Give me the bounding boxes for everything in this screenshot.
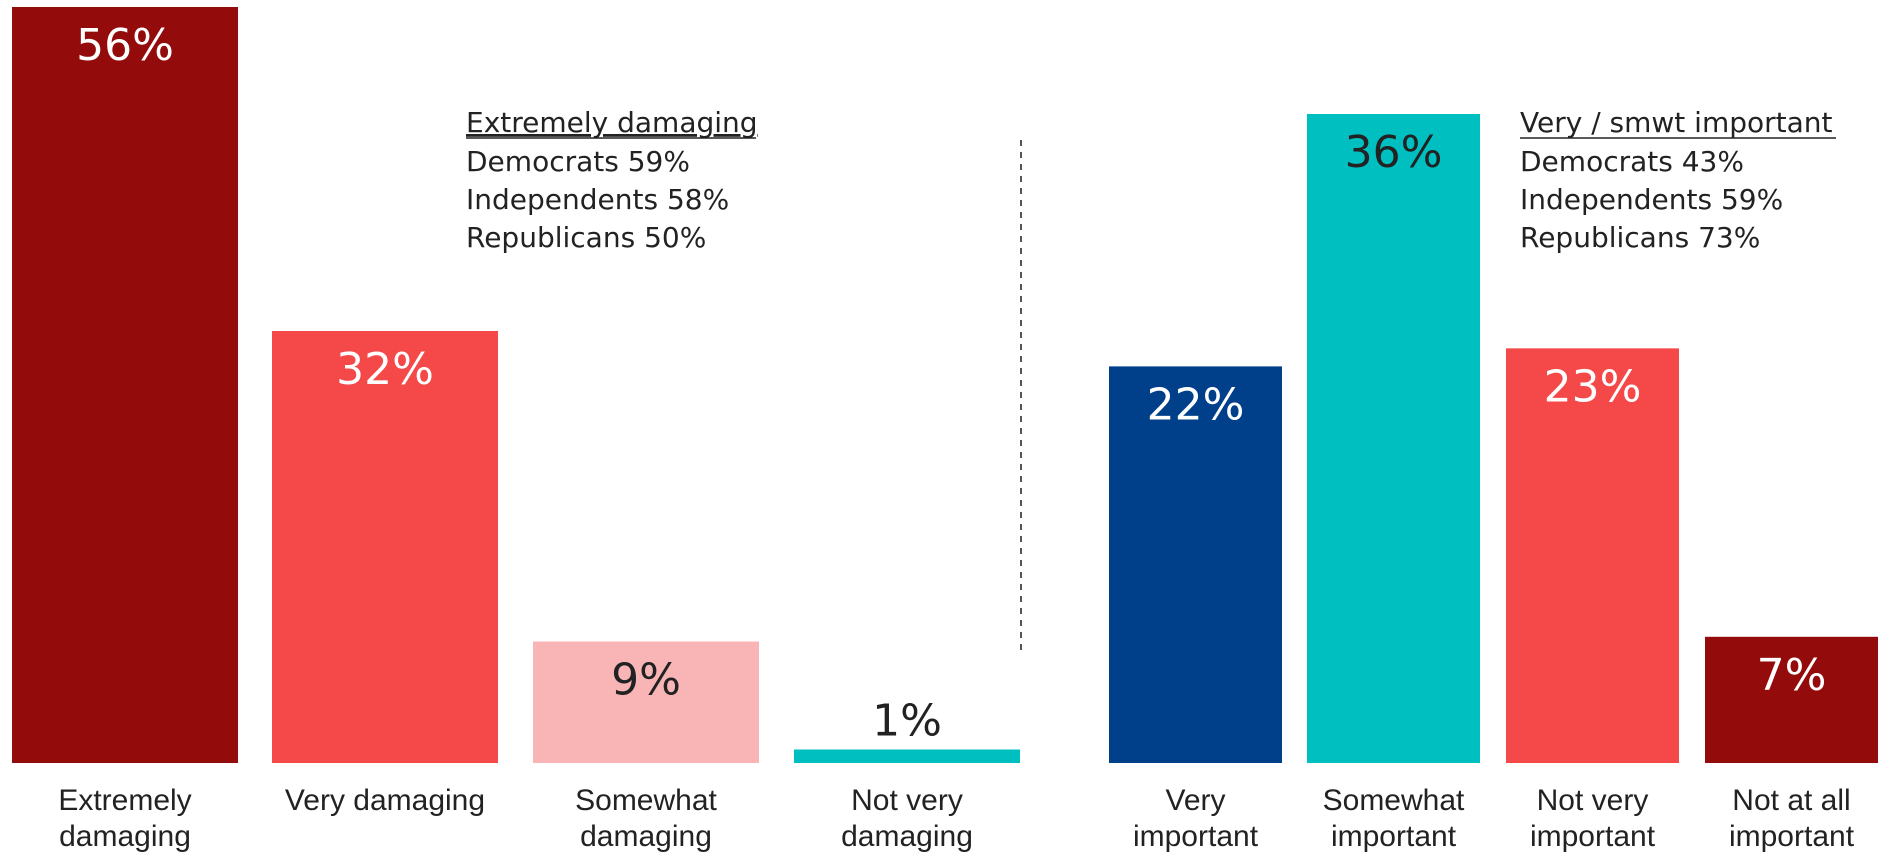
category-label-not-very-damaging: Not very damaging bbox=[841, 784, 973, 853]
labels-layer: 56% Extremely damaging 32% Very damaging 9% So… bbox=[58, 20, 1854, 853]
category-label-not-very-important: Not very important bbox=[1530, 784, 1656, 853]
annotation-important-heading: Very / smwt important bbox=[1520, 106, 1833, 139]
bar-somewhat-damaging bbox=[533, 641, 759, 763]
category-label-not-at-all-important: Not at all important bbox=[1729, 784, 1855, 853]
category-label-somewhat-important: Somewhat important bbox=[1323, 784, 1465, 853]
annotation-damaging-heading: Extremely damaging bbox=[466, 106, 758, 139]
category-label-extremely-damaging: Extremely damaging bbox=[58, 784, 191, 853]
value-label-extremely-damaging: 56% bbox=[76, 20, 174, 71]
value-label-somewhat-important: 36% bbox=[1345, 127, 1443, 178]
value-label-very-damaging: 32% bbox=[336, 344, 434, 395]
bar-extremely-damaging bbox=[12, 7, 238, 763]
annotation-damaging-line-3: Republicans 50% bbox=[466, 221, 706, 254]
annotation-important-line-3: Republicans 73% bbox=[1520, 221, 1760, 254]
annotation-damaging-line-1: Democrats 59% bbox=[466, 145, 690, 178]
bar-not-very-important bbox=[1506, 348, 1679, 763]
category-label-very-damaging: Very damaging bbox=[285, 784, 485, 817]
bar-somewhat-important bbox=[1307, 114, 1480, 763]
annotation-important-line-1: Democrats 43% bbox=[1520, 145, 1744, 178]
bar-not-very-damaging bbox=[794, 749, 1020, 763]
annotation-damaging-line-2: Independents 58% bbox=[466, 183, 729, 216]
annotation-important-line-2: Independents 59% bbox=[1520, 183, 1783, 216]
value-label-not-very-important: 23% bbox=[1544, 361, 1642, 412]
value-label-not-very-damaging: 1% bbox=[872, 696, 942, 747]
value-label-not-at-all-important: 7% bbox=[1757, 650, 1827, 701]
annotation-important: Very / smwt important Democrats 43% Inde… bbox=[1520, 106, 1836, 254]
annotation-damaging: Extremely damaging Democrats 59% Indepen… bbox=[466, 106, 758, 254]
bar-very-damaging bbox=[272, 331, 498, 763]
bar-not-at-all-important bbox=[1705, 636, 1878, 763]
category-label-somewhat-damaging: Somewhat damaging bbox=[575, 784, 717, 853]
value-label-somewhat-damaging: 9% bbox=[611, 655, 681, 706]
bars-layer bbox=[12, 7, 1878, 763]
value-label-very-important: 22% bbox=[1147, 379, 1245, 430]
category-label-very-important: Very important bbox=[1133, 784, 1259, 853]
bar-very-important bbox=[1109, 366, 1282, 763]
